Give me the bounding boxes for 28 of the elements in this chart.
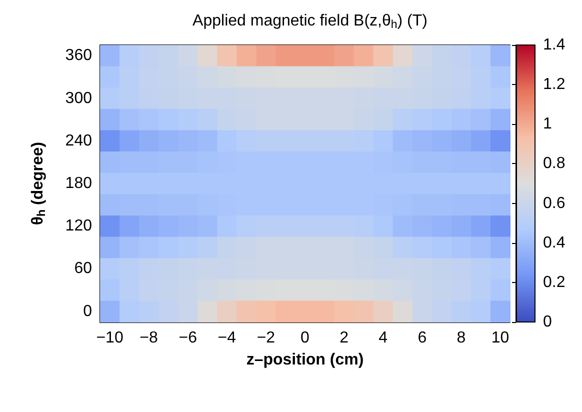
x-tick-label: 6 <box>418 330 427 346</box>
y-tick-label: 0 <box>83 302 92 320</box>
x-tick-label: 4 <box>378 330 388 346</box>
x-tick-label: −4 <box>218 330 236 346</box>
color-bar-label: 0.8 <box>543 155 566 172</box>
x-tick-label: −8 <box>140 330 158 346</box>
y-tick-label: 180 <box>65 175 92 192</box>
y-tick-label: 60 <box>74 260 92 278</box>
y-tick-label: 360 <box>65 47 92 64</box>
color-bar-label: 0.2 <box>543 274 566 291</box>
x-tick-label: −10 <box>96 330 124 346</box>
y-tick-label: 300 <box>65 90 92 107</box>
color-bar-label: 0.6 <box>543 194 566 212</box>
x-tick-label: −2 <box>256 330 276 346</box>
y-tick-label: 240 <box>65 132 92 150</box>
color-bar-label: 1.4 <box>543 36 566 54</box>
color-bar-label: 0.4 <box>543 234 566 252</box>
color-bar-label: 0 <box>543 314 552 330</box>
color-bar-label: 1.2 <box>543 76 566 94</box>
x-tick-label: 10 <box>491 330 510 346</box>
y-axis-title: θh (degree) <box>30 142 48 226</box>
color-bar-label: 1 <box>543 116 552 133</box>
x-tick-label: 0 <box>300 330 310 346</box>
y-tick-label: 120 <box>65 218 92 235</box>
x-tick-label: 8 <box>456 330 466 346</box>
x-axis-title: z–position (cm) <box>246 352 364 368</box>
x-tick-label: −6 <box>178 330 198 346</box>
x-tick-label: 2 <box>340 330 349 346</box>
